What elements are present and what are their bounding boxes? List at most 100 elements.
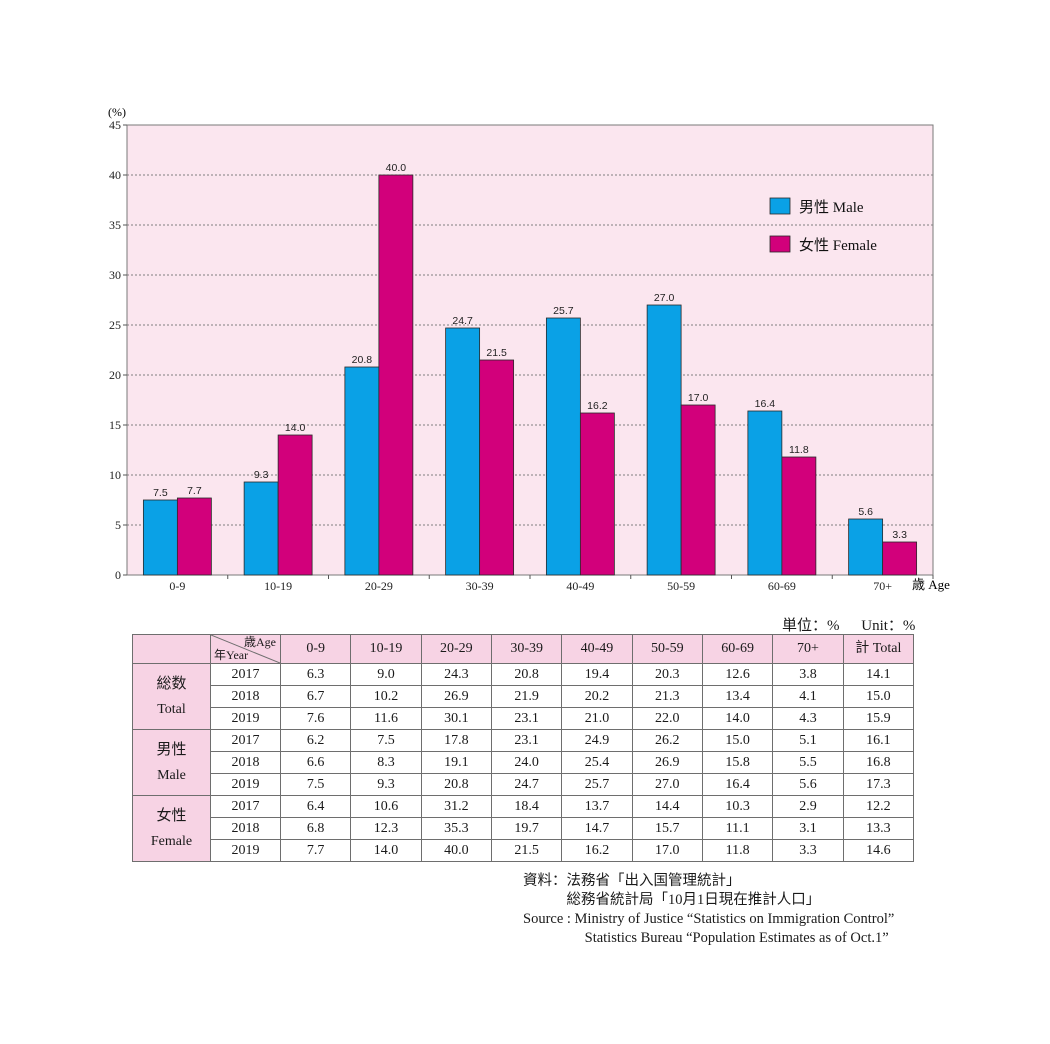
table-row: 総数 Total 2017 6.3 9.0 24.3 20.8 19.4 20.3 12.6 3.8…	[132, 663, 915, 730]
table-cell: 25.4	[561, 751, 633, 774]
x-tick-label: 20-29	[365, 579, 393, 593]
table-cell: 19.1	[420, 751, 492, 774]
table-cell: 20.3	[631, 663, 703, 686]
table-row: 2018 6.6 8.3 19.1 24.0 25.4 26.9 15.8 5.5 16.8	[133, 751, 915, 774]
table-cell: 16.8	[842, 751, 915, 774]
row-year: 2019	[210, 773, 281, 796]
corner-age-label: 歳Age	[244, 635, 276, 649]
table-cell: 15.7	[631, 817, 703, 840]
table-cell: 15.9	[842, 707, 915, 730]
bar-male	[747, 410, 783, 576]
bar-female	[579, 412, 615, 576]
bar-female	[479, 359, 515, 576]
table-cell: 21.9	[490, 685, 563, 708]
data-label: 11.8	[789, 444, 809, 456]
x-axis-ticks: 0-9 10-19 20-29 30-39 40-49 50-59 60-69 70+	[169, 575, 934, 593]
table-cell: 14.7	[561, 817, 633, 840]
table-cell: 15.8	[701, 751, 774, 774]
table-cell: 9.0	[350, 663, 422, 686]
data-label: 21.5	[486, 347, 507, 359]
bar-male	[142, 499, 178, 576]
group-name-ja: 男性	[156, 741, 187, 758]
table-cell: 13.3	[842, 817, 915, 840]
row-year: 2018	[210, 685, 281, 708]
table-cell: 20.8	[490, 663, 563, 686]
bar-male	[848, 518, 884, 576]
row-group-label: 総数 Total	[132, 663, 211, 730]
table-row: 2019 7.6 11.6 30.1 23.1 21.0 22.0 14.0 4.3 15.9	[133, 707, 915, 730]
source-en-2: Statistics Bureau “Population Estimates …	[523, 930, 889, 946]
data-label: 3.3	[892, 529, 907, 541]
legend-label: 女性 Female	[799, 236, 877, 254]
bar-female	[680, 404, 716, 576]
data-label: 27.0	[654, 292, 675, 304]
group-name-en: Female	[150, 833, 193, 849]
col-header: 計 Total	[842, 634, 915, 664]
source-note: 資料：法務省「出入国管理統計」 総務省統計局「10月1日現在推計人口」 Sour…	[523, 872, 894, 948]
bar-male	[545, 317, 581, 576]
data-label: 14.0	[285, 422, 306, 434]
table-cell: 16.1	[842, 729, 915, 752]
data-label: 24.7	[452, 315, 473, 327]
source-ja-1: 資料：法務省「出入国管理統計」	[523, 873, 741, 889]
row-year: 2018	[210, 751, 281, 774]
table-cell: 12.2	[842, 795, 915, 818]
y-tick-label: 15	[109, 418, 121, 432]
corner-year-label: 年Year	[214, 648, 249, 662]
table-cell: 11.1	[701, 817, 774, 840]
table-cell: 8.3	[350, 751, 422, 774]
table-row: 2019 7.5 9.3 20.8 24.7 25.7 27.0 16.4 5.6 17.3	[133, 773, 915, 796]
table-cell: 14.1	[842, 663, 915, 686]
table-cell: 3.8	[772, 663, 844, 686]
legend-label: 男性 Male	[799, 199, 864, 216]
table-cell: 21.5	[490, 839, 563, 862]
unit-ja: 単位：%	[782, 618, 840, 634]
table-cell: 21.3	[631, 685, 703, 708]
table-cell: 16.4	[701, 773, 774, 796]
table-cell: 26.9	[420, 685, 492, 708]
table-cell: 6.3	[279, 663, 352, 686]
data-table: 歳Age 年Year 0-9 10-19 20-29 30-39 40-49 5…	[132, 634, 915, 862]
y-axis-unit: (%)	[108, 105, 126, 119]
table-cell: 21.0	[561, 707, 633, 730]
table-header-row: 歳Age 年Year 0-9 10-19 20-29 30-39 40-49 5…	[132, 634, 915, 664]
x-tick-label: 30-39	[466, 579, 494, 593]
data-label: 16.4	[755, 398, 776, 410]
table-cell: 26.9	[631, 751, 703, 774]
data-label: 16.2	[587, 400, 608, 412]
table-cell: 3.1	[772, 817, 844, 840]
row-year: 2019	[210, 707, 281, 730]
x-tick-label: 10-19	[264, 579, 292, 593]
table-cell: 14.0	[350, 839, 422, 862]
table-cell: 26.2	[631, 729, 703, 752]
row-year: 2017	[210, 663, 281, 686]
table-row: 2018 6.8 12.3 35.3 19.7 14.7 15.7 11.1 3.1 13.3	[133, 817, 915, 840]
y-tick-label: 25	[109, 318, 121, 332]
table-row: 2019 7.7 14.0 40.0 21.5 16.2 17.0 11.8 3.3 14.6	[133, 839, 915, 862]
table-cell: 23.1	[490, 707, 563, 730]
table-cell: 24.0	[490, 751, 563, 774]
table-cell: 40.0	[420, 839, 492, 862]
y-tick-label: 30	[109, 268, 121, 282]
table-cell: 17.3	[842, 773, 915, 796]
header-empty	[132, 634, 211, 664]
table-cell: 20.2	[561, 685, 633, 708]
table-cell: 16.2	[561, 839, 633, 862]
table-cell: 6.4	[279, 795, 352, 818]
col-header: 10-19	[350, 634, 422, 664]
table-cell: 13.4	[701, 685, 774, 708]
bar-male	[243, 481, 279, 576]
row-group-label: 男性 Male	[132, 729, 211, 796]
table-cell: 9.3	[350, 773, 422, 796]
table-cell: 2.9	[772, 795, 844, 818]
table-cell: 7.6	[279, 707, 352, 730]
data-label: 7.5	[153, 487, 168, 499]
table-cell: 6.2	[279, 729, 352, 752]
table-cell: 24.7	[490, 773, 563, 796]
data-label: 25.7	[553, 305, 574, 317]
row-year: 2017	[210, 795, 281, 818]
table-cell: 7.5	[279, 773, 352, 796]
row-year: 2018	[210, 817, 281, 840]
y-tick-label: 0	[115, 568, 121, 582]
col-header: 20-29	[420, 634, 492, 664]
